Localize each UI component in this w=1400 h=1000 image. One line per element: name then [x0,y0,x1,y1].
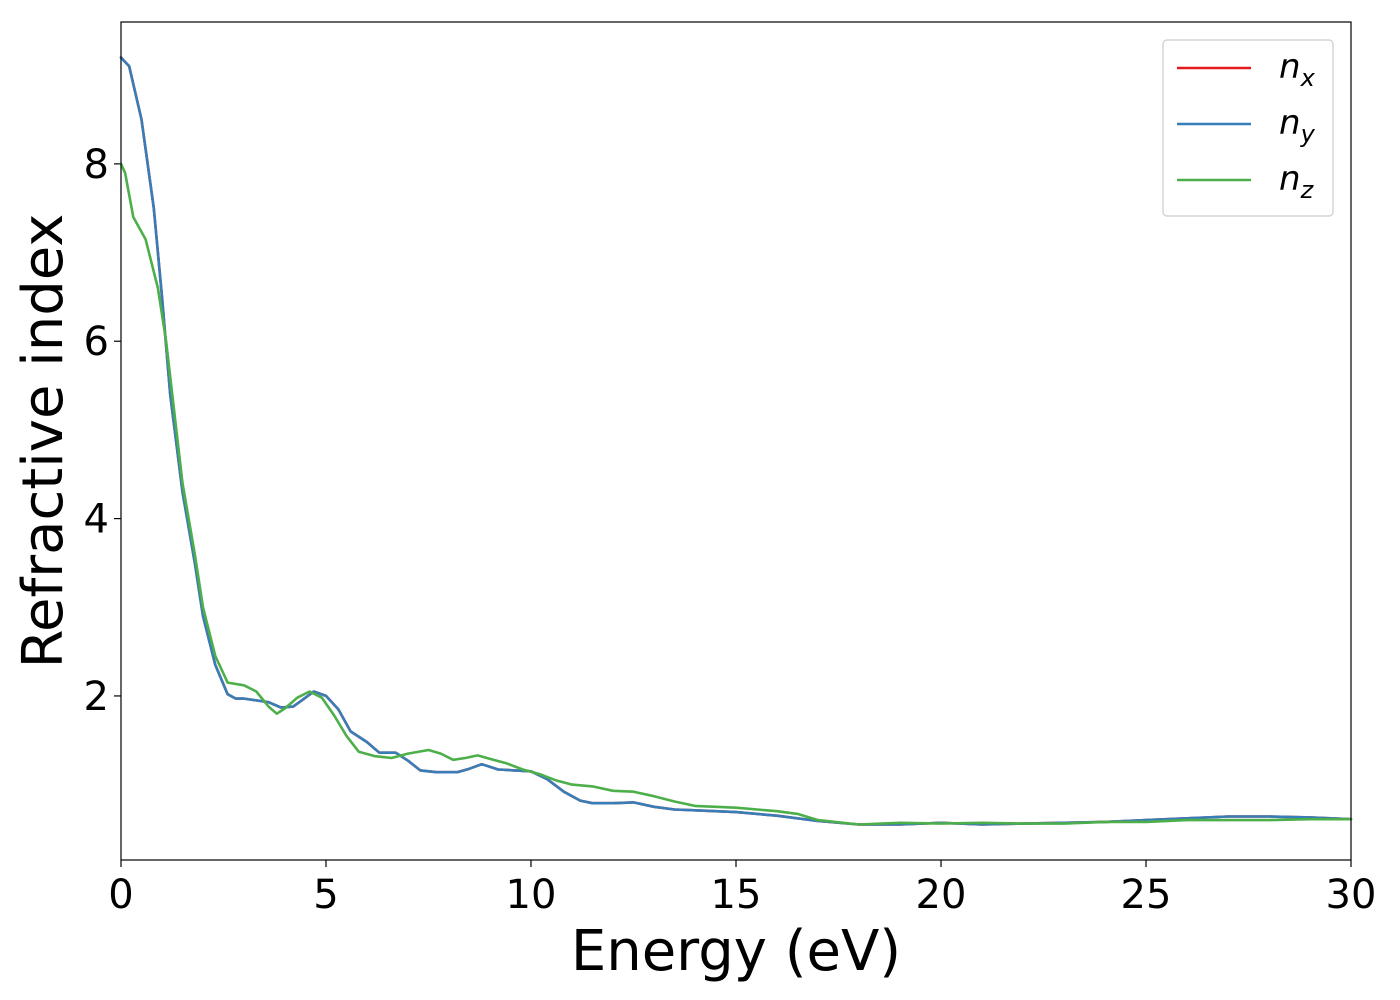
series-line-n-z [119,162,1353,826]
series-layer [119,56,1353,826]
y-tick-label: 6 [84,319,109,365]
ticks-layer: 0 5 10 15 20 25 30 2 4 6 8 [84,142,1377,918]
y-axis-title: Refractive index [11,214,76,669]
legend-box [1162,39,1334,217]
y-tick-label: 8 [84,142,109,188]
x-tick-label: 25 [1121,872,1172,918]
x-tick-label: 5 [313,872,338,918]
y-tick-label: 2 [84,674,109,720]
x-axis-title: Energy (eV) [571,919,901,984]
legend-label-x: nx [1279,47,1316,92]
legend: nx ny nz [1162,39,1334,217]
x-tick-label: 15 [711,872,762,918]
y-tick-label: 4 [84,497,109,543]
x-tick-label: 10 [506,872,557,918]
legend-label-z: nz [1279,159,1315,204]
legend-label-y: ny [1279,103,1316,148]
plot-frame [120,21,1352,861]
x-tick-label: 30 [1326,872,1377,918]
x-tick-label: 0 [108,872,133,918]
x-tick-label: 20 [916,872,967,918]
